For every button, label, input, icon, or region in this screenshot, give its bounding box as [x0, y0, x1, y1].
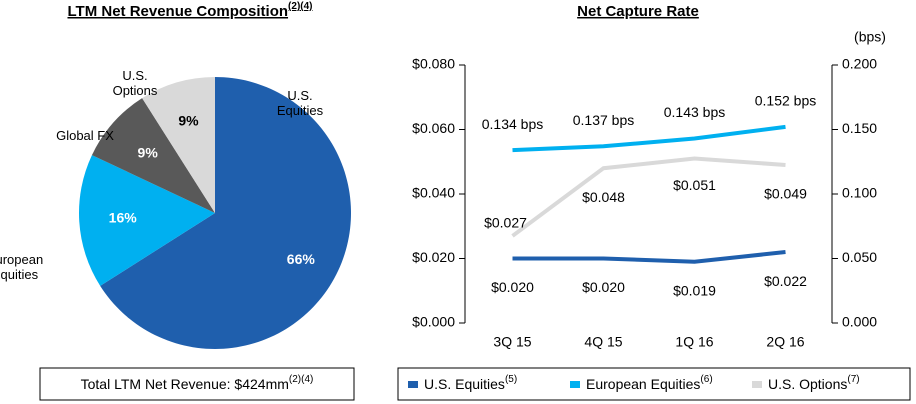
x-tick-label: 1Q 16 [675, 334, 713, 350]
data-label: $0.027 [484, 215, 527, 231]
data-label: $0.051 [673, 177, 716, 193]
data-label: $0.049 [764, 186, 807, 202]
y2-tick-label: 0.000 [842, 314, 877, 330]
pie-title-text: LTM Net Revenue Composition [67, 3, 288, 20]
data-label: $0.048 [582, 189, 625, 205]
y2-tick-label: 0.050 [842, 249, 877, 265]
pie-category-label: U.S. Equities [276, 88, 324, 118]
pie-title-note: (2)(4) [288, 1, 312, 12]
data-label: 0.152 bps [755, 93, 817, 109]
legend-name: European Equities [586, 376, 700, 392]
data-label: $0.020 [582, 279, 625, 295]
series-line [511, 156, 786, 238]
y-tick-label: $0.080 [412, 56, 455, 72]
pie-slice [100, 77, 351, 349]
legend-name: U.S. Options [768, 376, 847, 392]
legend-note: (7) [847, 374, 859, 385]
pie-slice [91, 98, 215, 213]
pie-category-label: U.S. Options [112, 68, 158, 98]
y-tick-label: $0.060 [412, 120, 455, 136]
y-tick-label: $0.000 [412, 314, 455, 330]
pie-title: LTM Net Revenue Composition(2)(4) [67, 1, 312, 20]
legend-swatch [570, 381, 580, 388]
legend-name: U.S. Equities [424, 376, 505, 392]
line-title: Net Capture Rate [577, 3, 699, 20]
footnote-note: (2)(4) [289, 374, 313, 385]
pie-value-label: 9% [178, 112, 199, 128]
footnote-text: Total LTM Net Revenue: $424mm [81, 376, 289, 392]
legend-entry: U.S. Equities(5) [424, 374, 517, 392]
y2-tick-label: 0.150 [842, 120, 877, 136]
pie-category-label: European Equities [0, 252, 44, 282]
x-tick-label: 2Q 16 [766, 334, 804, 350]
legend-entry: U.S. Options(7) [768, 374, 860, 392]
y2-axis-label: (bps) [854, 29, 886, 45]
footnote-box [39, 367, 355, 401]
pie-category-label: Global FX [56, 128, 114, 143]
data-label: 0.143 bps [664, 104, 726, 120]
data-label: 0.137 bps [573, 112, 635, 128]
legend-note: (5) [505, 374, 517, 385]
data-label: $0.022 [764, 273, 807, 289]
legend-swatch [752, 381, 762, 388]
series-line [512, 124, 786, 153]
y-tick-label: $0.020 [412, 249, 455, 265]
y-tick-label: $0.040 [412, 185, 455, 201]
pie-value-label: 9% [138, 144, 159, 160]
data-label: $0.019 [673, 282, 716, 298]
pie-slice [142, 77, 215, 213]
x-tick-label: 4Q 15 [584, 334, 622, 350]
footnote: Total LTM Net Revenue: $424mm(2)(4) [81, 374, 314, 392]
data-label: $0.020 [491, 279, 534, 295]
y2-tick-label: 0.100 [842, 185, 877, 201]
legend-entry: European Equities(6) [586, 374, 713, 392]
series-line [512, 250, 786, 264]
x-tick-label: 3Q 15 [493, 334, 531, 350]
legend-note: (6) [700, 374, 712, 385]
y2-tick-label: 0.200 [842, 56, 877, 72]
pie-value-label: 66% [287, 251, 316, 267]
data-label: 0.134 bps [482, 116, 544, 132]
legend-swatch [408, 381, 418, 388]
legend-box [397, 367, 911, 401]
pie-value-label: 16% [109, 210, 138, 226]
pie-slice [79, 155, 215, 286]
